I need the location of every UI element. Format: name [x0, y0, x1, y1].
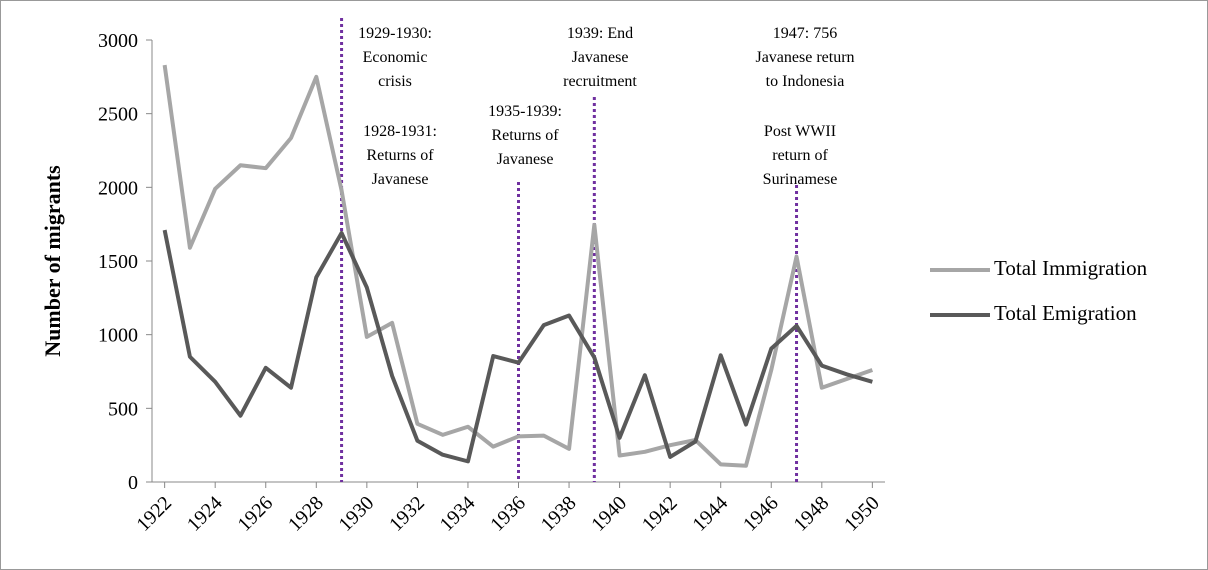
annotation: return of	[772, 147, 828, 164]
annotation: Javanese	[372, 171, 429, 188]
legend-label: Total Emigration	[994, 301, 1137, 325]
annotation: Returns of	[491, 127, 559, 144]
annotation: Economic	[363, 49, 428, 66]
annotation: Javanese	[572, 49, 629, 66]
annotation: 1935-1939:	[488, 103, 562, 120]
annotation: crisis	[378, 73, 412, 90]
y-tick-label: 3000	[98, 30, 138, 52]
annotation: 1928-1931:	[363, 123, 437, 140]
annotation: recruitment	[563, 73, 637, 90]
y-axis-label: Number of migrants	[40, 165, 65, 357]
annotation: Post WWII	[764, 123, 836, 140]
series-line	[162, 64, 874, 468]
legend-label: Total Immigration	[994, 256, 1148, 280]
annotation: Surinamese	[763, 171, 838, 188]
annotation: 1939: End	[567, 25, 633, 42]
annotation: to Indonesia	[766, 73, 845, 90]
y-tick-label: 0	[128, 472, 138, 494]
annotation: 1929-1930:	[358, 25, 432, 42]
annotation: Javanese	[497, 151, 554, 168]
series-line	[162, 229, 873, 464]
y-tick-label: 1000	[98, 325, 138, 347]
annotation: Returns of	[366, 147, 434, 164]
annotation: 1947: 756	[773, 25, 837, 42]
y-tick-label: 2500	[98, 104, 138, 126]
y-tick-label: 2000	[98, 177, 138, 199]
y-tick-label: 1500	[98, 251, 138, 273]
annotation: Javanese return	[755, 49, 854, 66]
y-tick-label: 500	[108, 398, 138, 420]
